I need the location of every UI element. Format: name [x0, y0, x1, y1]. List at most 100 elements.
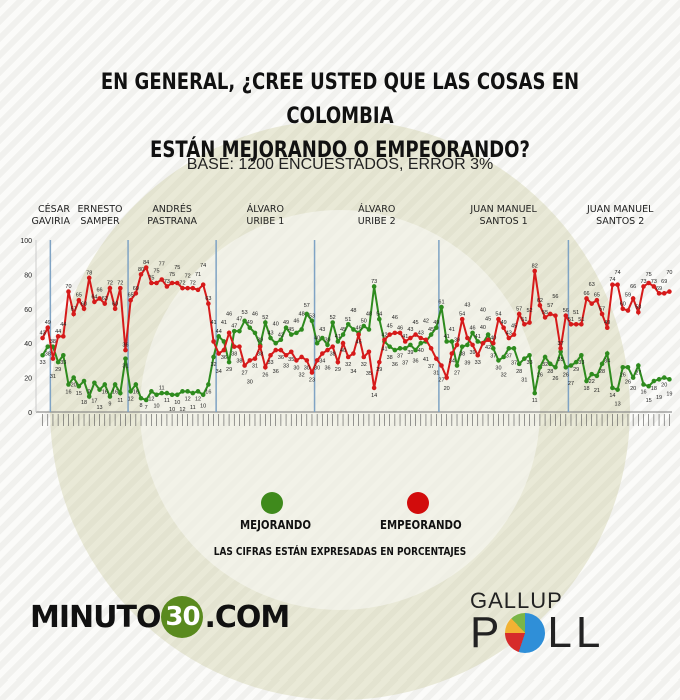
data-point [475, 352, 481, 358]
data-label: 35 [558, 357, 564, 363]
data-point [216, 351, 222, 356]
data-label: 36 [392, 362, 398, 368]
data-label: 38 [387, 355, 393, 361]
data-point [604, 325, 610, 331]
data-point [263, 320, 268, 325]
data-label: 38 [459, 352, 465, 358]
data-label: 26 [537, 372, 543, 378]
data-point [465, 342, 470, 348]
y-tick-label: 100 [20, 238, 32, 245]
data-label: 60 [112, 301, 118, 307]
data-point [107, 285, 113, 291]
data-label: 56 [563, 308, 569, 314]
data-label: 63 [205, 296, 211, 302]
data-point [190, 390, 196, 396]
data-label: 72 [185, 274, 191, 280]
data-label: 27 [438, 378, 444, 384]
data-label: 44 [60, 322, 66, 328]
data-point [604, 351, 610, 356]
data-point [200, 392, 206, 398]
data-label: 21 [594, 388, 600, 394]
data-point [128, 389, 133, 394]
data-label: 28 [547, 369, 553, 375]
data-label: 45 [413, 320, 419, 326]
data-point [320, 335, 325, 341]
data-label: 13 [97, 405, 103, 411]
data-label: 72 [190, 281, 196, 287]
data-label: 33 [267, 360, 273, 366]
y-tick-label: 20 [24, 376, 32, 383]
period-label: JUAN MANUEL [469, 204, 537, 215]
data-point [630, 296, 636, 301]
y-tick-label: 0 [28, 410, 32, 417]
data-point [459, 344, 465, 349]
data-label: 31 [433, 371, 439, 377]
data-label: 52 [526, 308, 532, 314]
data-point [625, 364, 631, 370]
data-label: 49 [45, 320, 51, 326]
data-point [516, 311, 522, 317]
data-point [366, 327, 372, 332]
data-point [361, 323, 367, 329]
data-label: 37 [511, 360, 517, 366]
data-point [625, 308, 631, 313]
y-tick-label: 80 [24, 272, 32, 279]
data-point [547, 361, 553, 367]
data-point [444, 375, 449, 380]
legend-marker-empeorando [407, 492, 429, 514]
data-point [527, 320, 532, 325]
data-label: 37 [428, 364, 434, 370]
data-point [641, 382, 646, 387]
data-point [501, 325, 506, 331]
data-point [480, 340, 486, 346]
data-label: 34 [216, 369, 222, 375]
logo-text: MINUTO [30, 599, 161, 635]
data-label: 29 [376, 367, 382, 373]
data-point [490, 346, 496, 351]
data-label: 46 [252, 311, 258, 317]
data-point [371, 385, 377, 391]
legend-label-empeorando: EMPEORANDO [380, 518, 462, 532]
data-point [283, 352, 289, 358]
data-point [195, 287, 201, 293]
data-point [206, 382, 211, 387]
data-label: 65 [76, 293, 82, 299]
data-point [133, 291, 139, 296]
data-point [257, 344, 263, 349]
data-label: 65 [128, 293, 134, 299]
footnote: LAS CIFRAS ESTÁN EXPRESADAS EN PORCENTAJ… [213, 546, 467, 558]
data-label: 41 [402, 334, 408, 340]
data-point [330, 320, 335, 325]
data-point [501, 354, 506, 360]
data-point [537, 303, 543, 308]
logo-text-suffix: .COM [204, 599, 290, 635]
data-label: 39 [454, 337, 460, 343]
data-point [579, 321, 584, 327]
data-label: 27 [242, 371, 248, 377]
data-label: 63 [102, 296, 108, 302]
data-label: 60 [620, 301, 626, 307]
data-label: 40 [418, 348, 424, 354]
data-label: 44 [55, 329, 61, 335]
period-label: ERNESTO [77, 204, 122, 215]
data-label: 20 [630, 386, 636, 392]
data-label: 31 [252, 364, 258, 370]
data-point [459, 316, 465, 322]
data-point [366, 349, 372, 355]
data-point [563, 313, 569, 318]
data-point [50, 356, 56, 361]
data-label: 9 [108, 402, 111, 408]
data-point [278, 347, 284, 353]
data-label: 36 [221, 355, 227, 361]
data-point [610, 385, 615, 391]
data-point [283, 325, 289, 331]
data-point [340, 340, 346, 346]
data-label: 41 [210, 320, 216, 326]
data-point [304, 311, 310, 317]
data-point [537, 364, 543, 370]
data-label: 45 [340, 327, 346, 333]
data-point [392, 347, 398, 353]
data-point [527, 352, 532, 358]
data-point [242, 363, 247, 368]
data-label: 57 [599, 306, 605, 312]
